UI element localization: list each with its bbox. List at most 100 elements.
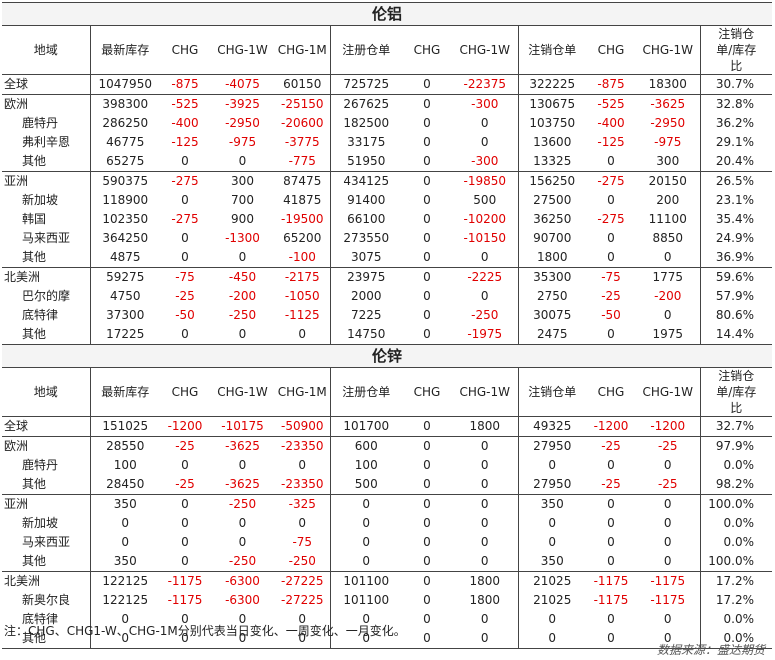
value-cell: 0: [607, 554, 615, 568]
value-cell: 122125: [89, 571, 160, 591]
value-cell: 20150: [636, 171, 700, 191]
value-cell: -10200: [463, 212, 506, 226]
value-cell: 0: [517, 514, 586, 533]
table-header-row: 地域 最新库存 CHG CHG-1W CHG-1M 注册仓单 CHG CHG-1W 注销仓单 CH…: [2, 367, 773, 417]
value-cell: 11100: [648, 212, 687, 226]
column-header: CHG-1M: [275, 25, 330, 75]
column-header: CHG: [160, 367, 210, 417]
value-cell: 322225: [517, 74, 586, 95]
value-cell: 0: [402, 494, 452, 514]
value-cell: -1175: [636, 571, 700, 591]
value-cell: 21025: [517, 571, 586, 591]
region-cell: 新奥尔良: [22, 593, 71, 607]
value-cell: 0.0%: [699, 456, 773, 475]
value-cell: 0: [329, 610, 402, 629]
value-cell: 0: [423, 116, 431, 130]
column-header: 注销仓单: [517, 367, 586, 417]
value-cell: 32.8%: [699, 94, 773, 114]
value-cell: 0: [329, 552, 402, 572]
value-cell: -2225: [452, 267, 518, 287]
region-cell: 新加坡: [22, 193, 59, 207]
value-cell: -50: [601, 308, 621, 322]
value-cell: 0: [480, 289, 489, 303]
value-cell: -10175: [221, 419, 264, 433]
value-cell: -25: [601, 477, 621, 491]
value-cell: -25: [175, 477, 195, 491]
value-cell: 0: [517, 456, 586, 475]
value-cell: 0: [238, 154, 247, 168]
value-cell: -20600: [280, 116, 324, 130]
value-cell: -325: [275, 494, 330, 514]
value-cell: 1800: [469, 593, 501, 607]
value-cell: -1050: [284, 289, 320, 303]
value-cell: 286250: [89, 114, 160, 133]
column-header: CHG-1W: [210, 25, 275, 75]
value-cell: 0: [423, 154, 431, 168]
value-cell: 0.0%: [699, 514, 773, 533]
value-cell: 0: [423, 554, 431, 568]
value-cell: 0: [402, 267, 452, 287]
value-cell: 0: [181, 327, 189, 341]
value-cell: -6300: [225, 593, 260, 607]
value-cell: -75: [586, 267, 636, 287]
table-row: 巴尔的摩 4750 -25 -200 -1050 2000 0 0 2750 -25 -200 57.…: [2, 287, 773, 306]
value-cell: 13600: [517, 133, 586, 152]
value-cell: 0: [160, 494, 210, 514]
value-cell: -25: [175, 289, 195, 303]
value-cell: 0: [89, 610, 160, 629]
value-cell: -2950: [225, 116, 260, 130]
value-cell: 0: [423, 135, 431, 149]
value-cell: 0: [402, 436, 452, 456]
region-cell: 巴尔的摩: [22, 289, 71, 303]
column-header: CHG: [586, 25, 636, 75]
value-cell: 65200: [283, 231, 322, 245]
column-header: CHG-1M: [275, 367, 330, 417]
value-cell: 17.2%: [699, 571, 773, 591]
value-cell: 200: [656, 193, 680, 207]
value-cell: 0: [423, 612, 431, 626]
column-header: CHG-1W: [452, 25, 518, 75]
region-cell: 其他: [22, 250, 47, 264]
value-cell: 102350: [89, 210, 160, 229]
value-cell: 0: [181, 458, 189, 472]
value-cell: -525: [160, 94, 210, 114]
value-cell: 364250: [89, 229, 160, 248]
table-row: 鹿特丹 100 0 0 0 100 0 0 0 0 0 0.0%: [2, 456, 773, 475]
value-cell: 0: [423, 250, 431, 264]
value-cell: 0: [586, 494, 636, 514]
value-cell: 101100: [329, 571, 402, 591]
value-cell: 0: [181, 612, 189, 626]
value-cell: 0: [663, 308, 672, 322]
value-cell: -1175: [593, 593, 629, 607]
value-cell: 0: [480, 516, 489, 530]
value-cell: -27225: [275, 571, 330, 591]
value-cell: 97.9%: [699, 436, 773, 456]
value-cell: 35300: [517, 267, 586, 287]
value-cell: 273550: [329, 229, 402, 248]
value-cell: 0: [423, 193, 431, 207]
value-cell: -4075: [225, 77, 260, 91]
region-cell: 北美洲: [2, 267, 90, 287]
value-cell: -1200: [593, 419, 629, 433]
value-cell: 17225: [89, 325, 160, 345]
value-cell: 27500: [517, 191, 586, 210]
value-cell: 101100: [329, 591, 402, 610]
value-cell: 0: [210, 629, 275, 649]
value-cell: 0: [329, 533, 402, 552]
value-cell: 1800: [469, 419, 501, 433]
table-title-row: 伦铝: [2, 2, 773, 26]
region-cell: 北美洲: [2, 571, 90, 591]
value-cell: 0: [423, 419, 431, 433]
value-cell: 700: [231, 193, 254, 207]
value-cell: -450: [210, 267, 275, 287]
value-cell: 0: [517, 610, 586, 629]
column-header: 注销仓单/库存比: [699, 367, 773, 417]
table-row: 北美洲 59275 -75 -450 -2175 23975 0 -2225 35300 -75 1…: [2, 267, 773, 287]
value-cell: -1975: [467, 327, 503, 341]
table-row: 弗利辛恩 46775 -125 -975 -3775 33175 0 0 13600 -125 -9…: [2, 133, 773, 152]
column-header: 最新库存: [89, 25, 160, 75]
value-cell: 103750: [517, 114, 586, 133]
value-cell: 3075: [329, 248, 402, 268]
value-cell: 300: [210, 171, 275, 191]
value-cell: 1800: [452, 571, 518, 591]
